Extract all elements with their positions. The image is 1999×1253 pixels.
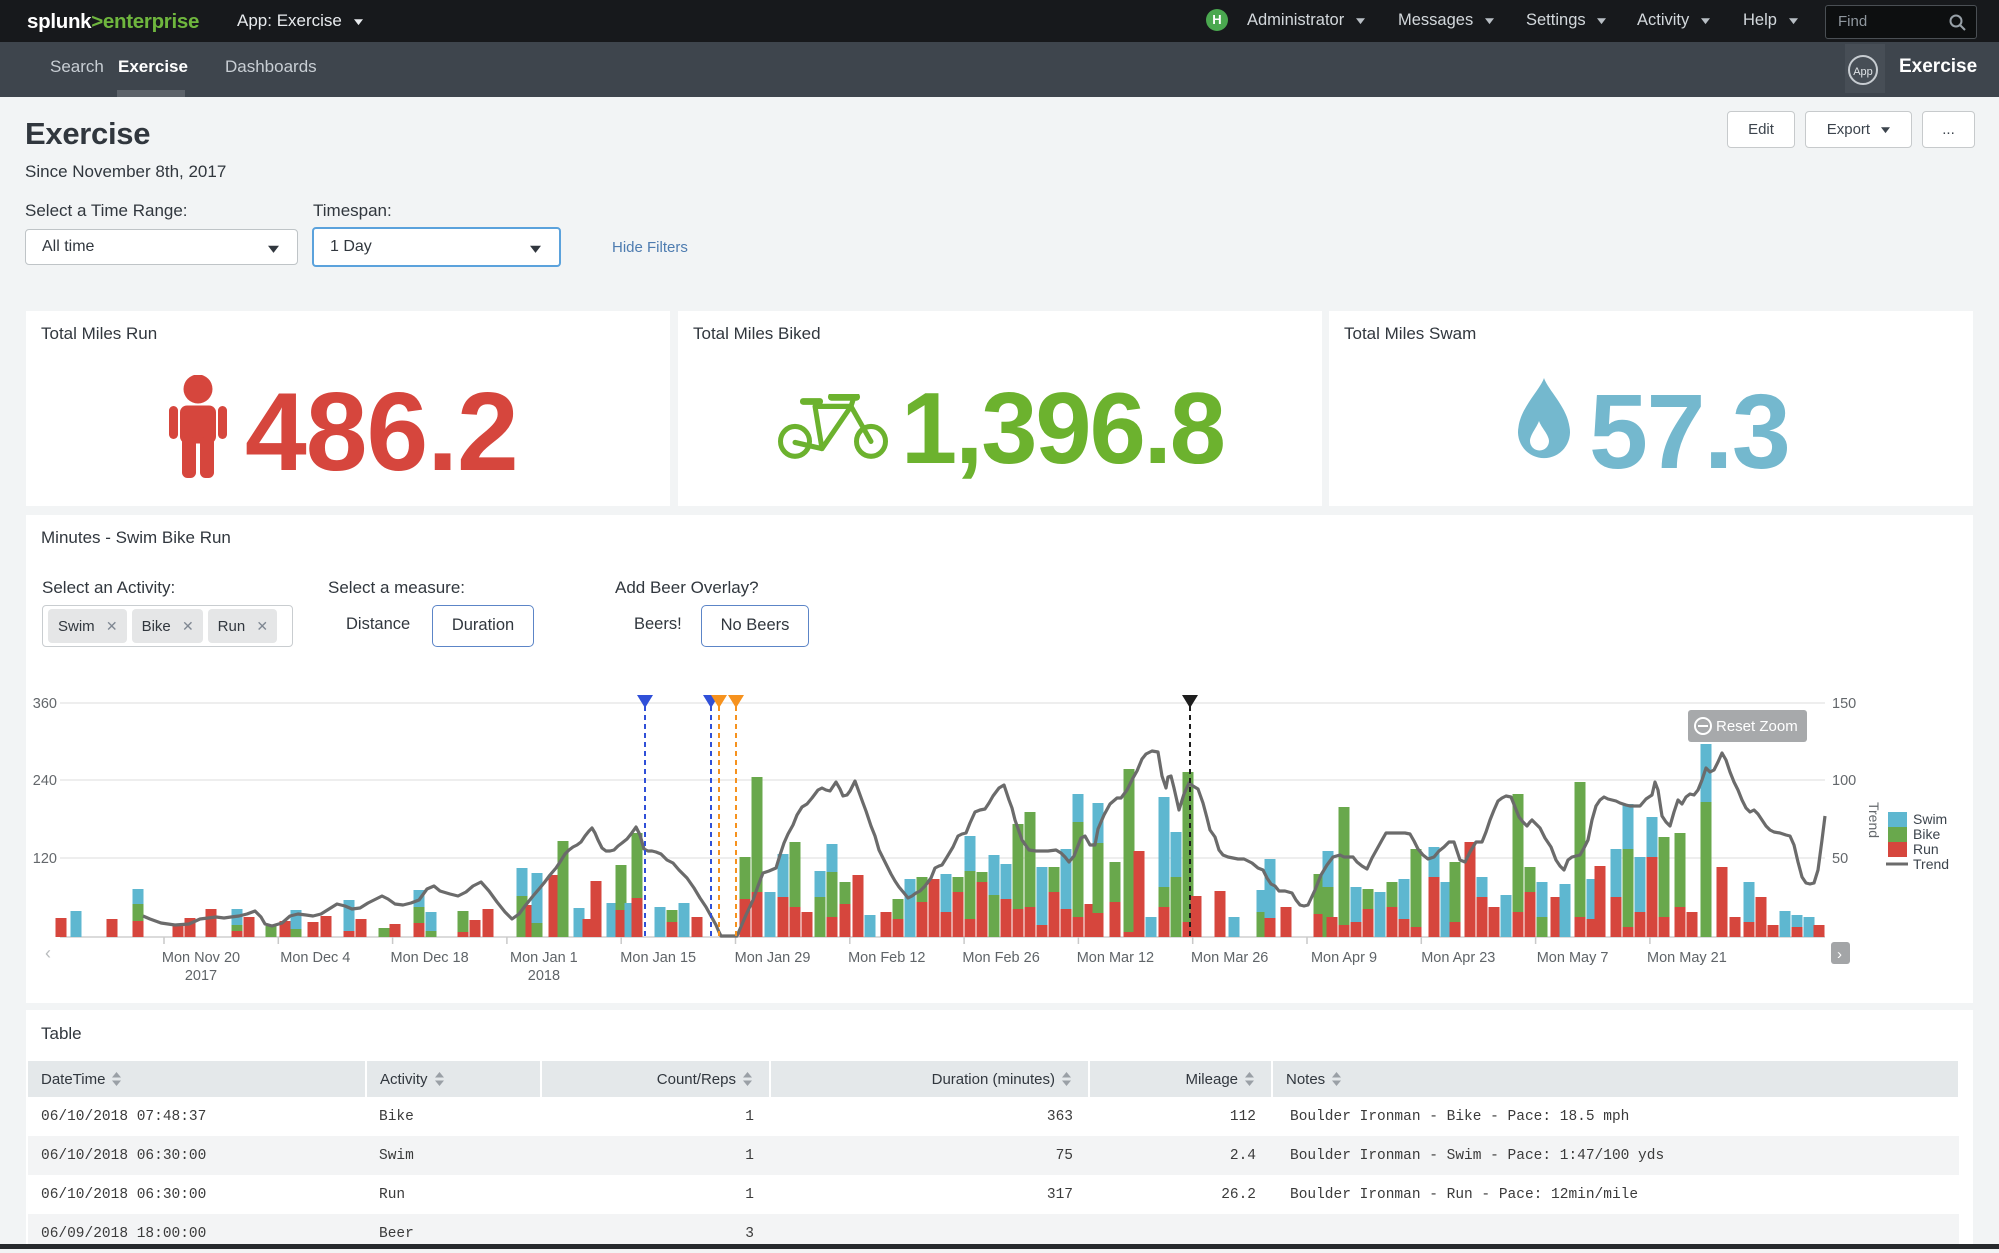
svg-text:360: 360: [33, 696, 57, 712]
svg-text:100: 100: [1832, 773, 1856, 789]
svg-text:Reset Zoom: Reset Zoom: [1716, 718, 1798, 735]
svg-text:›: ›: [1837, 946, 1842, 963]
svg-text:50: 50: [1832, 851, 1848, 867]
svg-text:120: 120: [33, 851, 57, 867]
svg-text:150: 150: [1832, 696, 1856, 712]
svg-text:Mon May 7: Mon May 7: [1537, 950, 1609, 966]
svg-text:2018: 2018: [528, 968, 560, 984]
svg-text:Mon Jan 15: Mon Jan 15: [620, 950, 696, 966]
svg-text:Mon Apr 23: Mon Apr 23: [1421, 950, 1495, 966]
svg-text:‹: ‹: [45, 943, 51, 963]
svg-text:Mon Dec 18: Mon Dec 18: [391, 950, 469, 966]
svg-text:Bike: Bike: [1913, 826, 1940, 842]
svg-text:Mon Feb 26: Mon Feb 26: [962, 950, 1039, 966]
svg-text:Mon Mar 12: Mon Mar 12: [1077, 950, 1154, 966]
svg-text:Trend: Trend: [1913, 856, 1949, 872]
svg-text:Mon Mar 26: Mon Mar 26: [1191, 950, 1268, 966]
svg-text:Mon Feb 12: Mon Feb 12: [848, 950, 925, 966]
svg-text:Swim: Swim: [1913, 811, 1947, 827]
svg-text:Mon Apr 9: Mon Apr 9: [1311, 950, 1377, 966]
svg-text:Mon May 21: Mon May 21: [1647, 950, 1727, 966]
svg-text:Run: Run: [1913, 841, 1939, 857]
svg-text:Trend: Trend: [1866, 802, 1882, 838]
svg-text:2017: 2017: [185, 968, 217, 984]
svg-text:240: 240: [33, 773, 57, 789]
svg-text:Mon Nov 20: Mon Nov 20: [162, 950, 240, 966]
svg-text:Mon Jan 1: Mon Jan 1: [510, 950, 578, 966]
svg-text:Mon Dec 4: Mon Dec 4: [280, 950, 350, 966]
svg-text:Mon Jan 29: Mon Jan 29: [735, 950, 811, 966]
